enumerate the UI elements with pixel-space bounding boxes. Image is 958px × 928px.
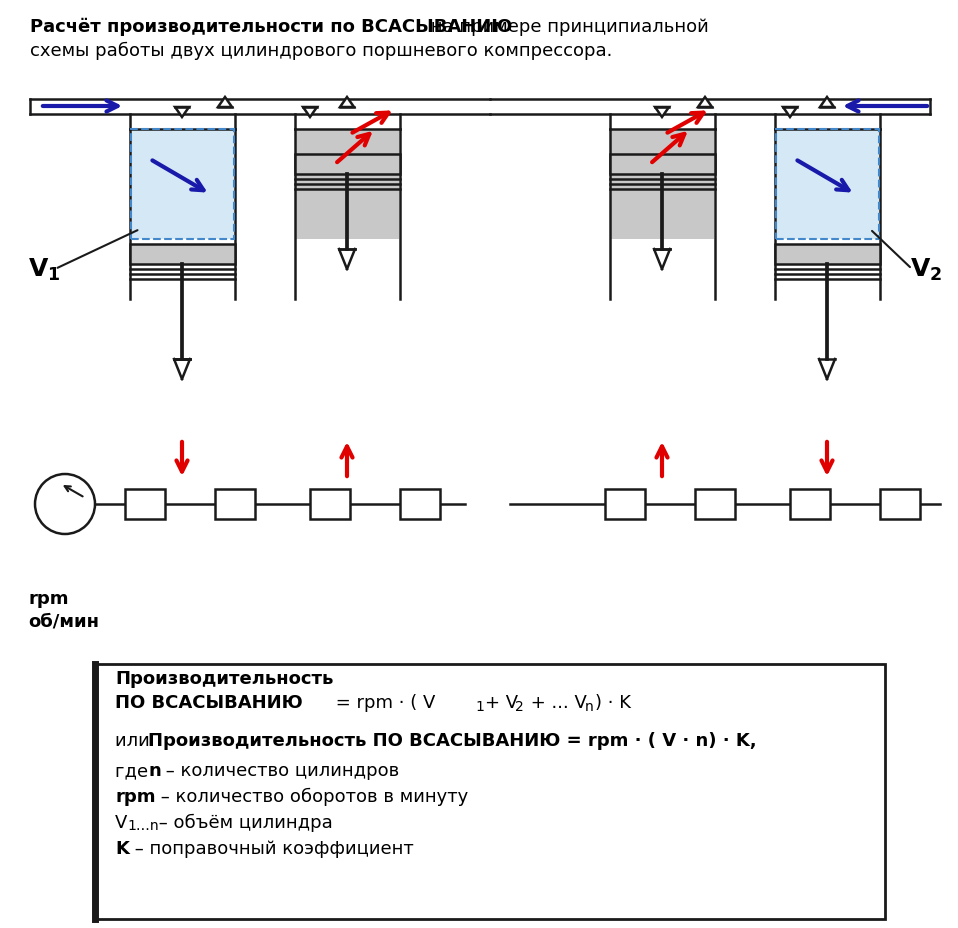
Text: или: или (115, 731, 155, 749)
Text: об/мин: об/мин (28, 612, 99, 630)
Bar (610, 155, 715, 174)
Text: – количество оборотов в минуту: – количество оборотов в минуту (155, 787, 468, 806)
Bar (215, 489, 255, 520)
Text: схемы работы двух цилиндрового поршневого компрессора.: схемы работы двух цилиндрового поршневог… (30, 42, 612, 60)
Text: K: K (115, 839, 129, 857)
Text: Производительность: Производительность (115, 669, 333, 688)
Text: – количество цилиндров: – количество цилиндров (160, 761, 399, 780)
Text: rpm: rpm (28, 589, 69, 607)
Bar (95, 664, 885, 919)
Bar (131, 130, 234, 239)
Bar (310, 489, 350, 520)
Text: ПО ВСАСЫВАНИЮ: ПО ВСАСЫВАНИЮ (115, 693, 303, 711)
Bar (131, 130, 234, 239)
Text: V: V (115, 813, 127, 831)
Text: где: где (115, 761, 154, 780)
Text: 1: 1 (475, 699, 484, 714)
Bar (295, 155, 400, 174)
Bar (400, 489, 440, 520)
Polygon shape (783, 108, 797, 118)
Bar (775, 245, 880, 264)
Bar (880, 489, 920, 520)
Polygon shape (698, 97, 712, 108)
Text: 2: 2 (515, 699, 524, 714)
Text: $\bf{V_1}$: $\bf{V_1}$ (28, 257, 60, 283)
Text: n: n (148, 761, 161, 780)
Text: – объём цилиндра: – объём цилиндра (153, 813, 332, 831)
Polygon shape (218, 97, 232, 108)
Polygon shape (340, 97, 354, 108)
Bar (130, 245, 235, 264)
Bar (695, 489, 735, 520)
Bar (611, 130, 714, 239)
Bar (776, 130, 879, 239)
Bar (125, 489, 165, 520)
Circle shape (35, 474, 95, 535)
Text: + V: + V (485, 693, 518, 711)
Text: $\bf{V_2}$: $\bf{V_2}$ (910, 257, 943, 283)
Polygon shape (175, 108, 189, 118)
Text: на примере принципиальной: на примере принципиальной (425, 18, 709, 36)
Text: n: n (585, 699, 594, 714)
Bar (790, 489, 830, 520)
Text: + ... V: + ... V (525, 693, 587, 711)
Text: = rpm · ( V: = rpm · ( V (330, 693, 435, 711)
Text: rpm: rpm (115, 787, 155, 806)
Bar (605, 489, 645, 520)
Text: Производительность ПО ВСАСЫВАНИЮ = rpm · ( V · n) · K,: Производительность ПО ВСАСЫВАНИЮ = rpm ·… (148, 731, 757, 749)
Text: – поправочный коэффициент: – поправочный коэффициент (129, 839, 414, 857)
Bar (296, 130, 399, 239)
Polygon shape (655, 108, 669, 118)
Bar (776, 130, 879, 239)
Text: ) · K: ) · K (595, 693, 631, 711)
Polygon shape (820, 97, 834, 108)
Polygon shape (303, 108, 317, 118)
Text: 1…n: 1…n (127, 818, 159, 832)
Text: Расчёт производительности по ВСАСЫВАНИЮ: Расчёт производительности по ВСАСЫВАНИЮ (30, 18, 513, 36)
